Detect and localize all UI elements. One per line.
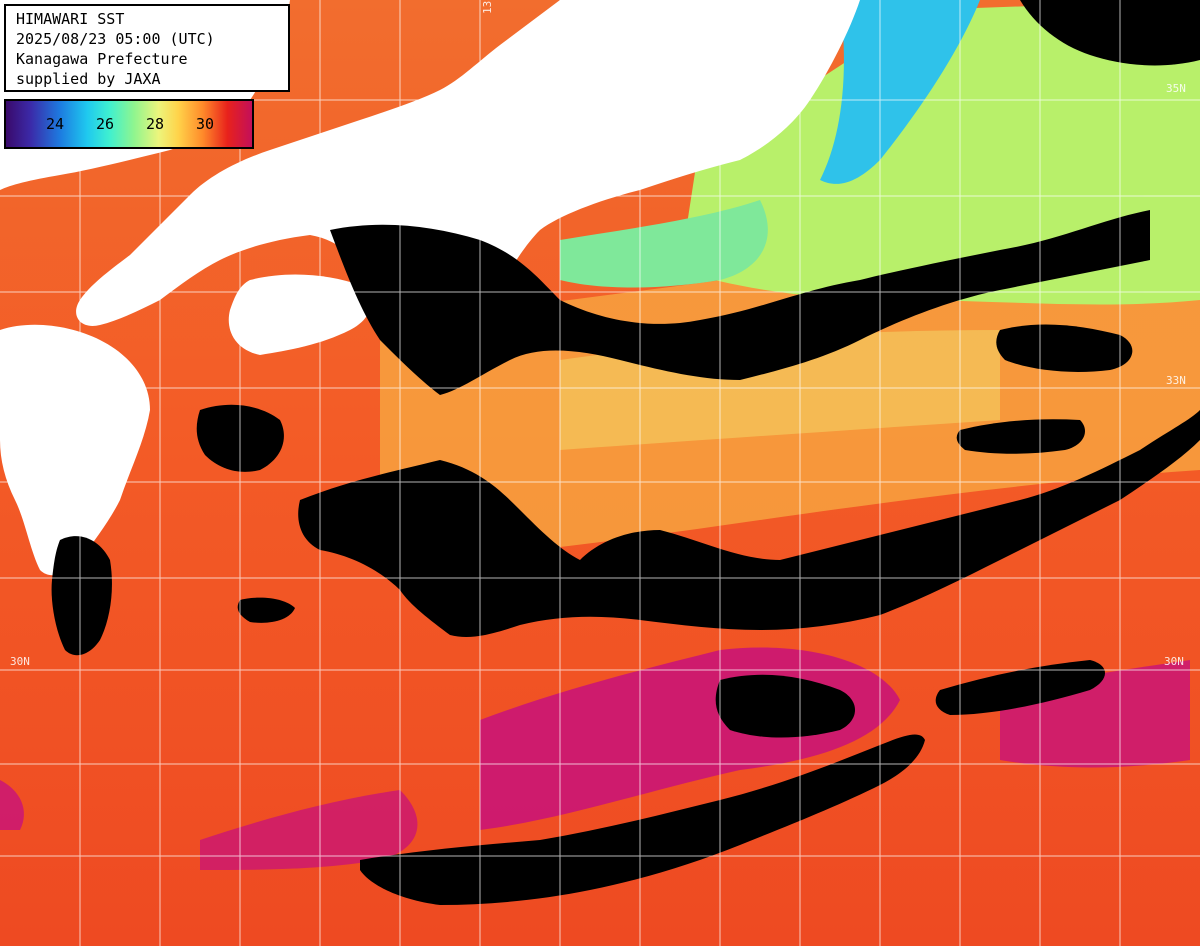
land-kyushu	[0, 324, 150, 576]
lat-label-33n-right: 33N	[1166, 374, 1186, 387]
cloud-patch-7	[1020, 0, 1200, 66]
cloud-patch-2	[51, 536, 112, 656]
info-box: HIMAWARI SST 2025/08/23 05:00 (UTC) Kana…	[4, 4, 290, 92]
land-honshu	[76, 0, 860, 345]
cloud-patch-4	[935, 660, 1105, 715]
product-title: HIMAWARI SST	[16, 10, 125, 28]
cloud-patch-5	[996, 324, 1133, 372]
cloud-patch-8	[956, 419, 1085, 454]
scale-label-24: 24	[46, 115, 65, 133]
hot-water-3	[200, 790, 418, 870]
lat-label-30n-left: 30N	[10, 655, 30, 668]
cool-water-bay	[560, 200, 768, 288]
cool-water-ne	[680, 0, 1200, 305]
temperature-color-scale: 24 26 28 30	[4, 99, 254, 149]
cloud-patch-6	[237, 597, 295, 623]
cloud-band-3	[360, 734, 925, 905]
cloud-patch-3	[715, 674, 855, 738]
data-credit: supplied by JAXA	[16, 70, 161, 88]
scale-label-26: 26	[96, 115, 115, 133]
cold-water-ne	[820, 0, 980, 184]
cloud-band-2	[298, 410, 1200, 637]
lat-label-33n-left: 33N	[10, 374, 30, 387]
prefecture-name: Kanagawa Prefecture	[16, 50, 188, 68]
hot-water-4	[0, 780, 24, 830]
lat-label-35n-right: 35N	[1166, 82, 1186, 95]
lon-label-136e: 136E	[481, 0, 494, 14]
scale-label-30: 30	[196, 115, 215, 133]
lat-label-30n-right: 30N	[1164, 655, 1184, 668]
cloud-band-1	[330, 210, 1150, 395]
observation-timestamp: 2025/08/23 05:00 (UTC)	[16, 30, 215, 48]
scale-label-28: 28	[146, 115, 165, 133]
land-shikoku	[228, 274, 371, 355]
